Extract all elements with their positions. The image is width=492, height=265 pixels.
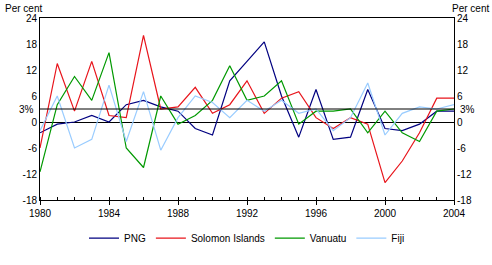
svg-text:3%: 3% [460, 104, 475, 115]
svg-text:-6: -6 [28, 143, 37, 154]
svg-text:18: 18 [457, 39, 469, 50]
svg-text:1992: 1992 [236, 208, 259, 219]
svg-text:2004: 2004 [443, 208, 466, 219]
svg-text:-6: -6 [457, 143, 466, 154]
svg-text:6: 6 [31, 91, 37, 102]
svg-text:Solomon Islands: Solomon Islands [191, 233, 265, 244]
svg-text:24: 24 [457, 13, 469, 24]
svg-text:3%: 3% [19, 104, 34, 115]
svg-text:24: 24 [26, 13, 38, 24]
svg-text:1984: 1984 [98, 208, 121, 219]
svg-text:PNG: PNG [124, 233, 146, 244]
svg-text:1996: 1996 [305, 208, 328, 219]
svg-text:Per cent: Per cent [5, 3, 42, 14]
svg-text:1988: 1988 [167, 208, 190, 219]
svg-text:Vanuatu: Vanuatu [310, 233, 347, 244]
svg-text:Fiji: Fiji [391, 233, 404, 244]
svg-text:18: 18 [26, 39, 38, 50]
svg-text:12: 12 [26, 65, 38, 76]
svg-text:12: 12 [457, 65, 469, 76]
svg-text:2000: 2000 [374, 208, 397, 219]
svg-text:-12: -12 [457, 169, 472, 180]
svg-text:6: 6 [457, 91, 463, 102]
svg-text:-12: -12 [23, 169, 38, 180]
svg-text:-18: -18 [23, 195, 38, 206]
svg-text:0: 0 [31, 117, 37, 128]
svg-text:Per cent: Per cent [452, 3, 489, 14]
svg-text:1980: 1980 [29, 208, 52, 219]
svg-text:-18: -18 [457, 195, 472, 206]
svg-text:0: 0 [457, 117, 463, 128]
